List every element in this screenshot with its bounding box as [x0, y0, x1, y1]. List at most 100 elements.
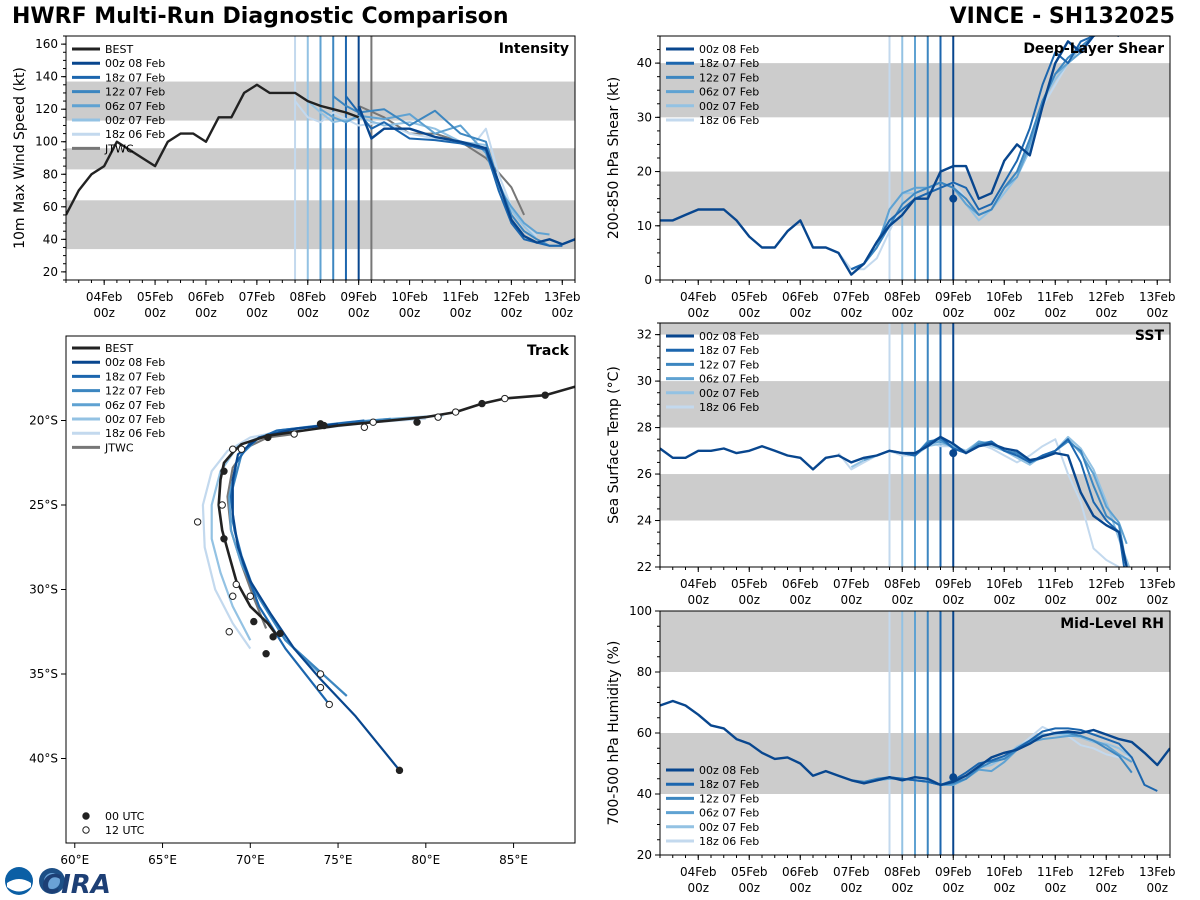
rh-x-tick-day: 09Feb: [935, 865, 972, 879]
track-y-tick-label: 35°S: [29, 667, 58, 681]
intensity-legend-label: 06z 07 Feb: [105, 100, 165, 113]
intensity-series-06z-07-feb: [319, 108, 550, 236]
intensity-legend-label: 12z 07 Feb: [105, 86, 165, 99]
intensity-x-tick-hour: 00z: [246, 306, 268, 320]
sst-x-tick-hour: 00z: [942, 593, 964, 607]
shear-x-tick-day: 09Feb: [935, 290, 972, 304]
track-position-marker: [264, 433, 272, 442]
rh-x-tick-hour: 00z: [891, 881, 913, 895]
shear-legend-label: 12z 07 Feb: [699, 71, 759, 84]
sst-y-tick-label: 24: [637, 514, 652, 528]
track-y-tick-label: 20°S: [29, 414, 58, 428]
track-marker-legend-label: 12 UTC: [105, 824, 145, 837]
shear-legend-label: 18z 07 Feb: [699, 57, 759, 70]
intensity-legend-label: 00z 08 Feb: [105, 57, 165, 70]
panel-shear: 0 10 20 30 40 04Feb 00z 05Feb 00z 06Feb 00z 07Feb 00…: [606, 35, 1176, 320]
rh-y-tick-label: 40: [637, 787, 652, 801]
sst-y-tick-label: 26: [637, 467, 652, 481]
track-position-marker: [541, 391, 549, 399]
rh-y-tick-label: 60: [637, 726, 652, 740]
track-x-tick-label: 85°E: [499, 853, 528, 867]
rh-init-marker: [949, 773, 958, 782]
track-position-marker: [434, 413, 442, 421]
shear-legend-label: 18z 06 Feb: [699, 114, 759, 127]
track-x-tick-label: 75°E: [324, 853, 353, 867]
shear-series-12z-07-feb: [850, 36, 1095, 271]
rh-x-tick-day: 12Feb: [1088, 865, 1125, 879]
shear-x-tick-day: 07Feb: [833, 290, 870, 304]
rh-y-tick-label: 20: [637, 848, 652, 862]
sst-x-tick-hour: 00z: [891, 593, 913, 607]
track-position-marker: [229, 445, 237, 453]
shear-x-tick-hour: 00z: [738, 306, 760, 320]
intensity-x-tick-hour: 00z: [348, 306, 370, 320]
sst-x-tick-hour: 00z: [1044, 593, 1066, 607]
intensity-x-tick-hour: 00z: [195, 306, 217, 320]
panel-rh: 20 40 60 80 100 04Feb 00z 05Feb 00z 06Feb 00z 07Feb…: [606, 604, 1176, 895]
intensity-series-best: [66, 83, 360, 216]
rh-x-tick-hour: 00z: [840, 881, 862, 895]
track-y-tick-label: 40°S: [29, 752, 58, 766]
rh-legend-label: 00z 07 Feb: [699, 821, 759, 834]
track-legend-label: 06z 07 Feb: [105, 399, 165, 412]
rh-series-18z-07-feb: [851, 727, 1158, 792]
rh-y-tick-label: 80: [637, 665, 652, 679]
rh-x-tick-hour: 00z: [738, 881, 760, 895]
track-series-jtwc: [226, 432, 295, 629]
intensity-legend-label: BEST: [105, 43, 133, 56]
intensity-x-tick-hour: 00z: [501, 306, 523, 320]
track-position-marker: [193, 518, 202, 526]
rh-legend-label: 12z 07 Feb: [699, 792, 759, 805]
rh-legend-label: 18z 06 Feb: [699, 835, 759, 848]
shear-x-tick-hour: 00z: [789, 306, 811, 320]
sst-y-axis-label: Sea Surface Temp (°C): [606, 366, 622, 524]
track-position-marker: [246, 592, 254, 600]
intensity-y-tick-label: 40: [43, 232, 58, 246]
sst-x-tick-hour: 00z: [1146, 593, 1168, 607]
intensity-x-tick-day: 05Feb: [137, 290, 174, 304]
rh-x-tick-day: 10Feb: [986, 865, 1023, 879]
shear-x-tick-day: 08Feb: [884, 290, 921, 304]
sst-series-00z-08-feb: [660, 435, 1128, 567]
track-y-tick-label: 25°S: [29, 498, 58, 512]
shear-x-tick-day: 11Feb: [1037, 290, 1074, 304]
sst-x-tick-hour: 00z: [1095, 593, 1117, 607]
track-position-marker: [360, 423, 369, 431]
cira-logo: CIRA: [5, 867, 111, 900]
rh-x-tick-hour: 00z: [1146, 881, 1168, 895]
sst-x-tick-hour: 00z: [993, 593, 1015, 607]
rh-y-tick-label: 100: [629, 604, 652, 618]
track-position-marker: [276, 629, 284, 638]
sst-plot-area: [660, 323, 1170, 567]
track-position-marker: [269, 633, 277, 641]
track-legend-label: 18z 07 Feb: [105, 370, 165, 383]
sst-x-tick-day: 05Feb: [731, 577, 768, 591]
page-title: HWRF Multi-Run Diagnostic Comparison: [12, 4, 509, 29]
intensity-y-tick-label: 20: [43, 265, 58, 279]
track-position-marker: [413, 418, 421, 426]
sst-init-marker: [949, 449, 958, 458]
rh-x-tick-day: 11Feb: [1037, 865, 1074, 879]
track-position-marker: [232, 580, 240, 589]
intensity-x-tick-hour: 00z: [450, 306, 472, 320]
track-legend-label: 00z 07 Feb: [105, 413, 165, 426]
shear-x-tick-hour: 00z: [840, 306, 862, 320]
rh-legend-label: 00z 08 Feb: [699, 764, 759, 777]
intensity-series-00z-08-feb: [357, 105, 575, 246]
intensity-legend-label: JTWC: [104, 142, 134, 155]
rh-x-tick-day: 13Feb: [1139, 865, 1176, 879]
track-position-marker: [316, 683, 325, 692]
intensity-y-axis-label: 10m Max Wind Speed (kt): [12, 67, 28, 249]
intensity-x-tick-hour: 00z: [551, 306, 573, 320]
shear-y-tick-label: 20: [637, 165, 652, 179]
track-x-tick-label: 65°E: [148, 853, 177, 867]
track-y-tick-label: 30°S: [29, 583, 58, 597]
shear-legend-label: 06z 07 Feb: [699, 86, 759, 99]
sst-y-tick-label: 22: [637, 560, 652, 574]
shear-init-marker: [949, 194, 958, 203]
sst-x-tick-day: 06Feb: [782, 577, 819, 591]
track-x-tick-label: 70°E: [236, 853, 265, 867]
sst-x-tick-hour: 00z: [687, 593, 709, 607]
shear-x-tick-day: 13Feb: [1139, 290, 1176, 304]
track-marker-legend-symbol: [82, 812, 90, 820]
